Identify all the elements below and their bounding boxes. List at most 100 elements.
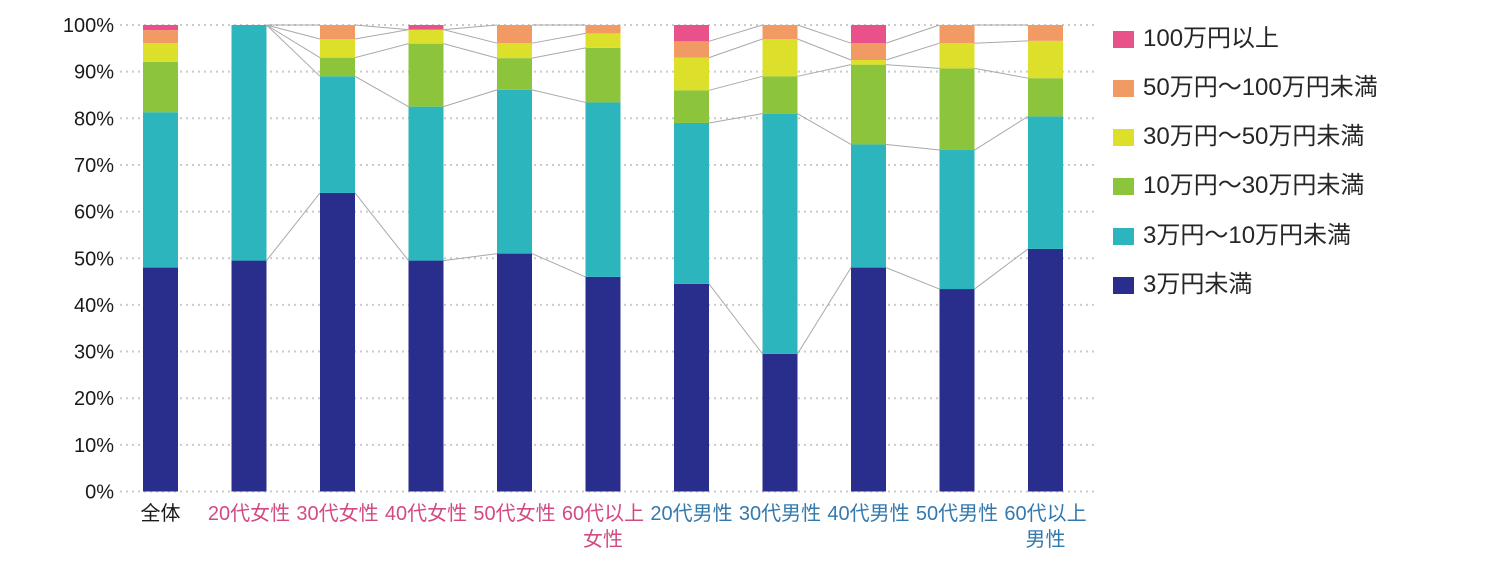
bar-segment xyxy=(320,76,355,193)
series-connector-line xyxy=(974,40,1029,44)
bar-segment xyxy=(851,64,886,145)
bar-segment xyxy=(585,25,621,34)
y-axis-tick: 100% xyxy=(63,15,114,37)
y-axis-tick: 30% xyxy=(74,342,114,364)
bar-segment xyxy=(1028,248,1063,492)
series-connector-line xyxy=(885,42,940,61)
bar-segment xyxy=(674,25,709,42)
y-axis-tick: 80% xyxy=(74,108,114,130)
series-connector-line xyxy=(797,64,852,77)
bar-segment xyxy=(762,38,798,77)
bar-segment xyxy=(143,43,178,62)
bar-segment xyxy=(408,260,444,492)
y-axis-tick: 0% xyxy=(85,482,114,504)
bar-segment xyxy=(674,90,709,123)
series-connector-line xyxy=(354,29,409,40)
series-connector-line xyxy=(354,24,409,31)
series-connector-line xyxy=(531,253,586,278)
series-connector-line xyxy=(885,64,940,69)
x-axis-label: 30代女性 xyxy=(296,502,378,525)
bar-segment xyxy=(497,58,532,90)
series-connector-line xyxy=(266,192,321,261)
series-connector-line xyxy=(708,38,763,59)
bar-segment xyxy=(851,267,886,492)
bar-segment xyxy=(762,353,798,492)
series-connector-line xyxy=(797,113,852,145)
legend-swatch xyxy=(1113,79,1134,97)
bar-segment xyxy=(320,25,355,39)
series-connector-line xyxy=(443,29,498,44)
series-connector-line xyxy=(974,248,1029,290)
bar-segment xyxy=(408,25,444,30)
bar-segment xyxy=(231,25,267,261)
bar-segment xyxy=(851,25,886,44)
series-connector-line xyxy=(885,143,940,151)
bar-segment xyxy=(143,30,178,44)
legend-item: 3万円未満 xyxy=(1113,273,1252,297)
bar-segment xyxy=(143,112,178,268)
series-connector-line xyxy=(443,253,498,262)
series-connector-line xyxy=(708,24,763,42)
series-connector-line xyxy=(797,24,852,44)
series-connector-line xyxy=(531,89,586,103)
series-connector-line xyxy=(443,43,498,59)
bar-segment xyxy=(320,38,355,58)
bar-segment xyxy=(320,192,355,492)
x-axis-label: 40代女性 xyxy=(385,502,467,525)
series-connector-line xyxy=(885,267,940,290)
legend-swatch xyxy=(1113,276,1134,294)
series-connector-line xyxy=(266,24,321,77)
legend-label: 50万円〜100万円未満 xyxy=(1143,74,1378,101)
legend-item: 3万円〜10万円未満 xyxy=(1113,224,1351,248)
series-connector-line xyxy=(531,32,586,44)
legend-label: 100万円以上 xyxy=(1143,25,1280,52)
bar-segment xyxy=(1028,40,1063,79)
bar-segment xyxy=(851,43,886,60)
series-connector-line xyxy=(531,47,586,59)
bar-segment xyxy=(939,25,975,44)
bar-segment xyxy=(585,102,621,277)
bar-segment xyxy=(674,57,709,91)
bar-segment xyxy=(762,25,798,39)
y-axis-tick: 60% xyxy=(74,202,114,224)
bar-segment xyxy=(762,76,798,114)
series-connector-line xyxy=(797,267,852,355)
y-axis-tick: 10% xyxy=(74,435,114,457)
bar-segment xyxy=(1028,78,1063,117)
x-axis-label: 20代女性 xyxy=(208,502,290,525)
bar-segment xyxy=(143,267,178,492)
bar-segment xyxy=(497,89,532,254)
bar-segment xyxy=(939,43,975,69)
bar-segment xyxy=(585,276,621,492)
bar-segment xyxy=(497,25,532,44)
legend-label: 3万円未満 xyxy=(1143,271,1253,298)
bar-segment xyxy=(674,122,709,284)
legend-label: 30万円〜50万円未満 xyxy=(1143,123,1365,150)
x-axis-label: 60代以上男性 xyxy=(1004,502,1086,551)
series-connector-line xyxy=(708,75,763,91)
series-connector-line xyxy=(354,192,409,261)
bar-segment xyxy=(851,59,886,65)
bar-segment xyxy=(939,68,975,151)
legend-swatch xyxy=(1113,177,1134,195)
bar-segment xyxy=(674,41,709,58)
y-axis-tick: 90% xyxy=(74,62,114,84)
y-axis-tick: 20% xyxy=(74,388,114,410)
legend-swatch xyxy=(1113,128,1134,146)
x-axis-label: 60代以上女性 xyxy=(562,502,644,551)
legend-item: 30万円〜50万円未満 xyxy=(1113,125,1364,149)
legend-label: 3万円〜10万円未満 xyxy=(1143,222,1352,249)
series-connector-line xyxy=(708,283,763,355)
bar-segment xyxy=(674,283,709,492)
legend-swatch xyxy=(1113,30,1134,48)
bar-segment xyxy=(408,106,444,261)
bar-segment xyxy=(851,144,886,268)
series-connector-line xyxy=(266,24,321,40)
y-axis-tick: 50% xyxy=(74,248,114,270)
series-connector-line xyxy=(443,89,498,108)
bar-segment xyxy=(497,43,532,59)
bar-segment xyxy=(408,43,444,107)
series-connector-line xyxy=(266,24,321,59)
